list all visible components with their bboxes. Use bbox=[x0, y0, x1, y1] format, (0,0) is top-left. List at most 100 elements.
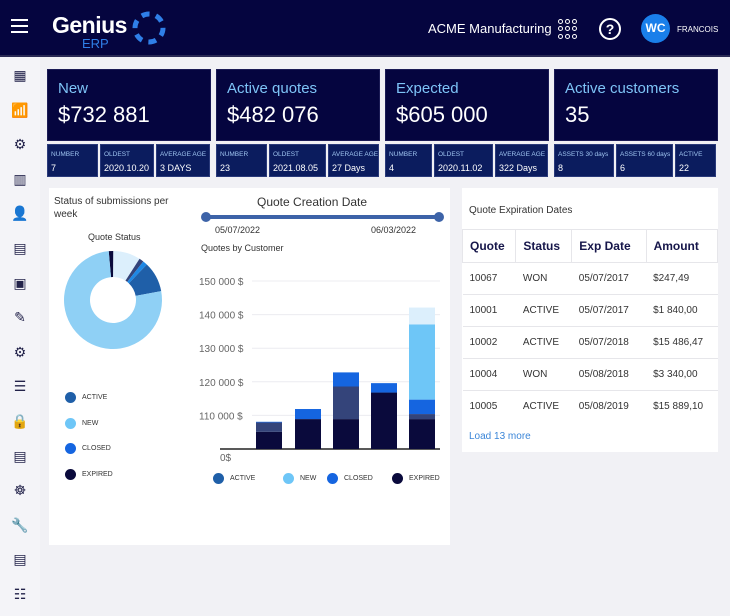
help-icon[interactable]: ? bbox=[599, 18, 621, 40]
apps-grid-icon[interactable] bbox=[558, 19, 578, 39]
menu-icon[interactable] bbox=[11, 19, 28, 33]
expiration-title: Quote Expiration Dates bbox=[469, 205, 573, 216]
table-cell: 05/07/2018 bbox=[571, 326, 647, 359]
bar-legend-item[interactable]: CLOSED bbox=[327, 473, 373, 484]
bar-legend-item[interactable]: NEW bbox=[283, 473, 316, 484]
date-range-slider[interactable] bbox=[206, 215, 442, 219]
table-cell: $247,49 bbox=[646, 262, 718, 295]
table-cell: ACTIVE bbox=[515, 294, 572, 327]
stat-label: AVERAGE AGE bbox=[332, 151, 379, 158]
stat-value: 2020.11.02 bbox=[438, 163, 483, 173]
stat-label: OLDEST bbox=[104, 151, 131, 158]
submissions-title: Status of submissions per week bbox=[54, 196, 169, 220]
range-start-date: 05/07/2022 bbox=[215, 225, 261, 235]
stat-label: AVERAGE AGE bbox=[499, 151, 546, 158]
load-more-link[interactable]: Load 13 more bbox=[469, 431, 531, 442]
pie-icon bbox=[65, 392, 76, 403]
dashboard-icon[interactable]: ▦ bbox=[13, 67, 27, 83]
table-row[interactable]: 10002 ACTIVE 05/07/2018 $15 486,47 bbox=[462, 326, 718, 359]
badge-gear-icon[interactable]: ⚙ bbox=[13, 343, 27, 360]
table-row[interactable]: 10005 ACTIVE 05/08/2019 $15 889,10 bbox=[462, 390, 718, 423]
barcode-icon[interactable]: ▥ bbox=[13, 170, 27, 187]
card-value: $482 076 bbox=[227, 102, 319, 127]
card-stat: AVERAGE AGE 3 DAYS bbox=[156, 144, 210, 177]
logo-sub: ERP bbox=[82, 36, 109, 51]
contact-card-icon[interactable]: ▣ bbox=[13, 274, 27, 291]
donut-title: Quote Status bbox=[88, 232, 141, 242]
donut-legend-item[interactable]: EXPIRED bbox=[65, 468, 113, 480]
username[interactable]: FRANCOIS bbox=[677, 25, 719, 34]
column-header[interactable]: Exp Date bbox=[571, 229, 647, 263]
table-cell: 05/08/2019 bbox=[571, 390, 647, 423]
wrench-icon[interactable]: 🔧 bbox=[11, 516, 29, 533]
bar-chart-title: Quotes by Customer bbox=[201, 243, 284, 253]
table-cell: 05/07/2017 bbox=[571, 294, 647, 327]
company-name[interactable]: ACME Manufacturing bbox=[428, 21, 552, 36]
report-icon[interactable]: ▤ bbox=[13, 447, 27, 464]
card-stat: ASSETS 30 days 8 bbox=[554, 144, 614, 177]
table-cell: WON bbox=[515, 358, 572, 391]
pie-icon bbox=[65, 468, 76, 480]
column-header[interactable]: Status bbox=[515, 229, 573, 263]
card-stat: ACTIVE 22 bbox=[675, 144, 716, 177]
store-icon[interactable]: ▤ bbox=[13, 240, 27, 256]
bar-legend-item[interactable]: ACTIVE bbox=[213, 473, 255, 484]
card-stat: NUMBER 7 bbox=[47, 144, 98, 177]
table-cell: ACTIVE bbox=[515, 390, 572, 423]
card-stat: NUMBER 23 bbox=[216, 144, 267, 177]
submissions-panel: Status of submissions per week Quote Sta… bbox=[49, 188, 450, 545]
table-row[interactable]: 10004 WON 05/08/2018 $3 340,00 bbox=[462, 358, 718, 391]
card-stat: OLDEST 2020.10.20 bbox=[100, 144, 154, 177]
legend-label: CLOSED bbox=[344, 475, 373, 482]
table-cell: 10002 bbox=[462, 326, 516, 359]
summary-card[interactable]: Active customers 35 bbox=[554, 69, 718, 141]
stat-value: 322 Days bbox=[499, 163, 538, 173]
analytics-icon[interactable]: 📶 bbox=[11, 101, 29, 118]
stat-label: AVERAGE AGE bbox=[160, 151, 207, 158]
lock-dollar-icon[interactable]: 🔒 bbox=[11, 413, 29, 429]
stat-label: NUMBER bbox=[51, 151, 80, 158]
list-chart-icon[interactable]: ☰ bbox=[13, 378, 27, 395]
pie-icon bbox=[327, 473, 338, 484]
stat-label: OLDEST bbox=[438, 151, 465, 158]
table-cell: 05/07/2017 bbox=[571, 262, 647, 295]
cash-register-icon[interactable]: ▤ bbox=[13, 551, 27, 568]
summary-card[interactable]: Expected $605 000 bbox=[385, 69, 549, 141]
summary-card[interactable]: Active quotes $482 076 bbox=[216, 69, 380, 141]
table-cell: $15 889,10 bbox=[646, 390, 718, 423]
card-stat: AVERAGE AGE 27 Days bbox=[328, 144, 379, 177]
summary-card[interactable]: New $732 881 bbox=[47, 69, 211, 141]
document-edit-icon[interactable]: ✎ bbox=[14, 309, 26, 326]
column-header[interactable]: Quote bbox=[461, 229, 517, 263]
stat-value: 2020.10.20 bbox=[104, 163, 150, 173]
range-end-handle[interactable] bbox=[434, 212, 444, 222]
card-stat: AVERAGE AGE 322 Days bbox=[495, 144, 548, 177]
avatar[interactable]: WC bbox=[641, 14, 670, 43]
table-cell: 10004 bbox=[462, 358, 516, 391]
table-row[interactable]: 10001 ACTIVE 05/07/2017 $1 840,00 bbox=[462, 294, 718, 327]
logo-ring-icon bbox=[132, 11, 166, 45]
stat-value: 8 bbox=[558, 163, 564, 173]
stat-value: 3 DAYS bbox=[160, 163, 192, 173]
table-cell: ACTIVE bbox=[515, 326, 572, 359]
stat-value: 6 bbox=[620, 163, 626, 173]
column-header[interactable]: Amount bbox=[645, 229, 719, 263]
user-icon[interactable]: 👤 bbox=[11, 205, 29, 222]
card-title: Expected bbox=[396, 80, 459, 97]
pie-icon bbox=[283, 473, 294, 484]
legend-label: CLOSED bbox=[82, 445, 111, 453]
date-filter-title: Quote Creation Date bbox=[257, 195, 368, 209]
settings-icon[interactable]: ⚙ bbox=[13, 136, 27, 153]
donut-legend-item[interactable]: ACTIVE bbox=[65, 392, 107, 403]
stat-value: 23 bbox=[220, 163, 231, 173]
table-row[interactable]: 10067 WON 05/07/2017 $247,49 bbox=[462, 262, 718, 295]
donut-legend-item[interactable]: CLOSED bbox=[65, 443, 111, 455]
worker-icon[interactable]: ☸ bbox=[13, 482, 27, 499]
range-start-handle[interactable] bbox=[201, 212, 211, 222]
stat-label: ASSETS 30 days bbox=[558, 151, 609, 158]
donut-legend-item[interactable]: NEW bbox=[65, 417, 98, 429]
logo: Genius bbox=[52, 12, 127, 38]
table-cell: WON bbox=[515, 262, 572, 295]
database-icon[interactable]: ☷ bbox=[13, 586, 27, 602]
bar-legend-item[interactable]: EXPIRED bbox=[392, 473, 440, 484]
